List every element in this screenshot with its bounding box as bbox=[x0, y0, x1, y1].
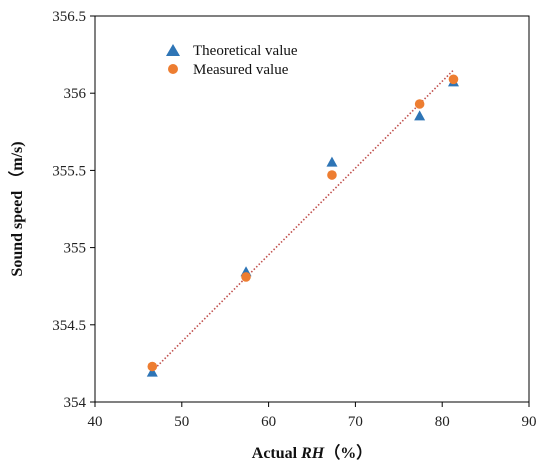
data-points bbox=[146, 74, 459, 377]
x-tick-label: 60 bbox=[261, 414, 276, 430]
y-tick-label: 356 bbox=[64, 86, 87, 102]
measured-point bbox=[448, 74, 459, 85]
measured-point bbox=[147, 361, 158, 372]
theoretical-point bbox=[414, 110, 426, 121]
legend-label-theoretical: Theoretical value bbox=[193, 43, 298, 59]
y-tick-label: 354.5 bbox=[52, 318, 86, 334]
x-axis-label: Actual RH（%） bbox=[252, 444, 372, 462]
x-tick-label: 90 bbox=[522, 414, 537, 430]
trendline-group bbox=[151, 69, 455, 372]
axis-ticks: 40 50 60 70 80 90 354 354.5 355 355.5 356 356.5 bbox=[52, 9, 536, 430]
measured-point bbox=[414, 99, 425, 109]
y-tick-label: 356.5 bbox=[52, 9, 86, 25]
legend-marker-measured bbox=[168, 64, 178, 74]
legend: Theoretical value Measured value bbox=[166, 43, 298, 78]
measured-point bbox=[241, 272, 251, 282]
trendline bbox=[151, 69, 455, 372]
y-tick-label: 354 bbox=[64, 395, 87, 411]
plot-area bbox=[94, 15, 530, 403]
x-tick-label: 80 bbox=[435, 414, 450, 430]
y-axis-label: Sound speed （m/s) bbox=[8, 141, 26, 276]
y-tick-label: 355 bbox=[64, 241, 87, 257]
legend-label-measured: Measured value bbox=[193, 62, 289, 78]
legend-marker-theoretical bbox=[166, 44, 180, 56]
measured-point bbox=[327, 170, 337, 180]
x-tick-label: 40 bbox=[88, 414, 103, 430]
theoretical-point bbox=[146, 366, 158, 377]
x-tick-label: 50 bbox=[174, 414, 189, 430]
x-tick-label: 70 bbox=[348, 414, 363, 430]
y-tick-label: 355.5 bbox=[52, 163, 86, 179]
theoretical-point bbox=[326, 156, 338, 167]
